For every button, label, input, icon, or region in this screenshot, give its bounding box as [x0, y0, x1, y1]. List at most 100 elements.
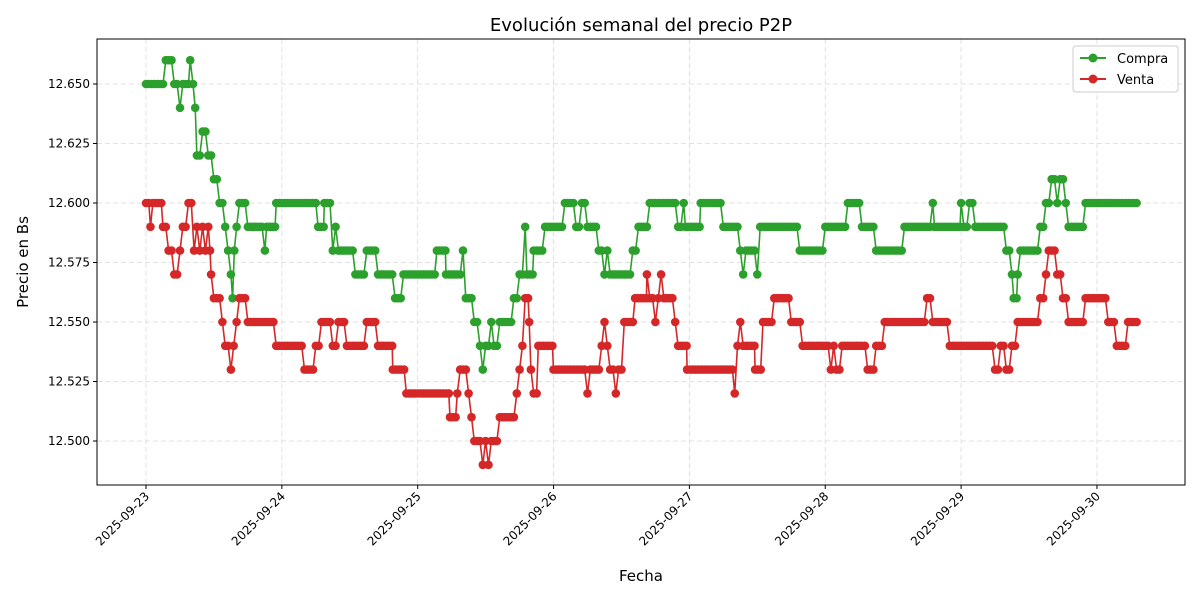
data-point-venta [829, 341, 838, 351]
data-point-venta [331, 341, 340, 351]
data-point-compra [478, 365, 488, 374]
data-point-compra [1033, 246, 1042, 255]
y-tick-label: 12.600 [48, 196, 90, 210]
data-point-compra [430, 270, 440, 279]
data-point-compra [455, 270, 465, 279]
data-point-compra [792, 222, 802, 232]
data-point-compra [458, 246, 468, 255]
data-point-compra [591, 222, 601, 232]
data-point-venta [515, 365, 524, 374]
data-point-venta [1010, 341, 1020, 351]
data-point-venta [600, 317, 609, 327]
data-point-compra [218, 198, 227, 208]
data-point-compra [260, 246, 270, 255]
data-point-compra [206, 151, 216, 160]
data-point-compra [642, 222, 652, 232]
data-point-compra [1004, 246, 1014, 255]
data-point-venta [835, 365, 844, 374]
data-point-venta [518, 341, 527, 351]
data-point-compra [679, 198, 688, 208]
chart-title: Evolución semanal del precio P2P [490, 15, 792, 36]
legend-label-compra: Compra [1117, 52, 1168, 67]
data-point-compra [968, 198, 977, 208]
data-point-compra [1053, 198, 1062, 208]
y-tick-label: 12.625 [48, 137, 90, 151]
data-point-compra [228, 293, 237, 303]
data-point-compra [520, 222, 530, 232]
data-point-venta [240, 293, 250, 303]
data-point-venta [1038, 293, 1048, 303]
series-venta [141, 198, 1141, 470]
data-point-venta [399, 365, 409, 374]
data-point-compra [670, 198, 680, 208]
data-point-compra [869, 222, 878, 232]
y-tick-label: 12.500 [48, 434, 90, 448]
data-point-compra [1132, 198, 1141, 208]
data-point-compra [1013, 270, 1022, 279]
grid [97, 39, 1185, 485]
data-point-venta [308, 365, 318, 374]
data-point-compra [695, 222, 704, 232]
data-point-venta [167, 246, 176, 255]
data-point-venta [730, 389, 739, 398]
data-point-venta [461, 365, 471, 374]
data-point-venta [444, 389, 454, 398]
data-point-venta [509, 412, 519, 422]
data-point-compra [270, 222, 280, 232]
data-point-venta [668, 293, 677, 303]
data-point-compra [226, 270, 236, 279]
data-point-compra [716, 198, 725, 208]
data-point-compra [733, 222, 742, 232]
data-point-venta [728, 365, 737, 374]
data-point-venta [492, 436, 502, 446]
data-point-venta [218, 317, 227, 327]
data-point-venta [205, 246, 215, 255]
data-point-venta [860, 341, 870, 351]
legend: Compra Venta [1072, 45, 1179, 93]
data-point-compra [897, 246, 906, 255]
data-point-compra [1038, 222, 1048, 232]
data-point-venta [877, 341, 887, 351]
data-point-venta [453, 389, 462, 398]
data-point-venta [157, 198, 166, 208]
data-point-compra [441, 246, 450, 255]
data-point-venta [1078, 317, 1088, 327]
data-point-venta [642, 270, 652, 279]
data-point-venta [617, 365, 626, 374]
data-point-compra [201, 127, 210, 136]
data-point-venta [594, 365, 604, 374]
data-point-compra [999, 222, 1008, 232]
data-point-venta [467, 412, 476, 422]
data-point-compra [359, 270, 369, 279]
data-point-venta [215, 293, 224, 303]
data-point-compra [537, 246, 547, 255]
data-point-venta [1004, 365, 1014, 374]
data-point-venta [370, 317, 380, 327]
data-point-compra [528, 270, 537, 279]
data-point-venta [767, 317, 776, 327]
data-point-compra [319, 222, 329, 232]
data-point-venta [451, 412, 460, 422]
data-point-venta [226, 365, 236, 374]
data-point-venta [1121, 341, 1130, 351]
data-point-venta [172, 270, 182, 279]
data-point-venta [656, 270, 666, 279]
data-point-venta [628, 317, 638, 327]
data-point-venta [187, 198, 196, 208]
data-point-compra [467, 293, 476, 303]
data-point-venta [603, 341, 612, 351]
data-point-venta [339, 317, 349, 327]
data-point-venta [1061, 293, 1071, 303]
data-point-compra [348, 246, 357, 255]
data-point-venta [548, 341, 557, 351]
data-point-compra [569, 198, 578, 208]
data-point-compra [387, 270, 397, 279]
data-point-compra [212, 174, 222, 184]
data-point-venta [993, 365, 1003, 374]
data-point-compra [580, 198, 589, 208]
data-point-compra [603, 246, 612, 255]
data-point-venta [314, 341, 323, 351]
data-point-compra [506, 317, 516, 327]
data-point-compra [625, 270, 635, 279]
